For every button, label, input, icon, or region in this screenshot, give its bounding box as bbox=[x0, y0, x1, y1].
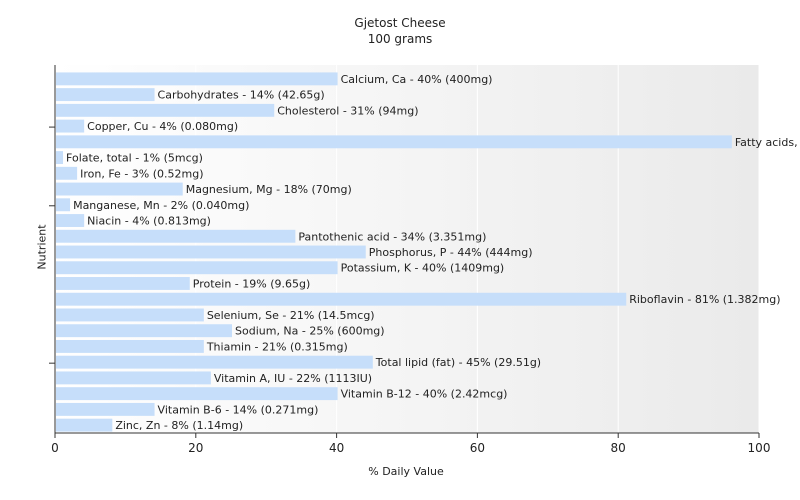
x-tick-label: 0 bbox=[51, 441, 59, 455]
bar-label: Calcium, Ca - 40% (400mg) bbox=[341, 73, 493, 86]
bar-label: Vitamin B-6 - 14% (0.271mg) bbox=[158, 403, 319, 416]
chart-subtitle: 100 grams bbox=[367, 32, 433, 46]
y-axis-title: Nutrient bbox=[35, 224, 49, 270]
bar bbox=[56, 214, 85, 227]
x-tick-label: 20 bbox=[188, 441, 203, 455]
bar bbox=[56, 371, 211, 385]
bar-label: Potassium, K - 40% (1409mg) bbox=[341, 262, 505, 275]
chart-title: Gjetost Cheese bbox=[354, 16, 446, 30]
bar bbox=[56, 245, 366, 259]
x-tick-label: 40 bbox=[329, 441, 344, 455]
bar bbox=[56, 135, 732, 149]
x-tick-label: 100 bbox=[748, 441, 771, 455]
bar-label: Cholesterol - 31% (94mg) bbox=[277, 104, 418, 117]
bar bbox=[56, 119, 85, 133]
bar-label: Total lipid (fat) - 45% (29.51g) bbox=[375, 356, 541, 369]
bar-label: Riboflavin - 81% (1.382mg) bbox=[629, 293, 780, 306]
bar-label: Zinc, Zn - 8% (1.14mg) bbox=[115, 419, 243, 432]
bar bbox=[56, 277, 190, 290]
bar-label: Pantothenic acid - 34% (3.351mg) bbox=[298, 230, 486, 243]
bar-label: Fatty acids, total saturated - 96% (19.1… bbox=[735, 136, 800, 149]
bar bbox=[56, 182, 183, 196]
bar bbox=[56, 166, 78, 180]
x-tick-label: 60 bbox=[470, 441, 485, 455]
bar bbox=[56, 72, 338, 86]
bar bbox=[56, 387, 338, 401]
bar-label: Protein - 19% (9.65g) bbox=[193, 277, 311, 290]
bar bbox=[56, 418, 113, 432]
bar bbox=[56, 88, 155, 102]
bar-label: Manganese, Mn - 2% (0.040mg) bbox=[73, 199, 249, 212]
bar bbox=[56, 324, 232, 338]
bar-label: Copper, Cu - 4% (0.080mg) bbox=[87, 120, 238, 133]
bar bbox=[56, 229, 296, 243]
bar bbox=[56, 198, 71, 212]
bar bbox=[56, 261, 338, 275]
bar-label: Carbohydrates - 14% (42.65g) bbox=[158, 89, 325, 102]
bar-label: Folate, total - 1% (5mcg) bbox=[66, 152, 203, 165]
bar bbox=[56, 402, 155, 416]
x-tick-label: 80 bbox=[611, 441, 626, 455]
bar bbox=[56, 355, 373, 369]
bar-label: Magnesium, Mg - 18% (70mg) bbox=[186, 183, 352, 196]
bar bbox=[56, 339, 204, 353]
x-axis-title: % Daily Value bbox=[368, 465, 444, 478]
bar-label: Phosphorus, P - 44% (444mg) bbox=[369, 246, 533, 259]
bar bbox=[56, 151, 64, 165]
bar-label: Niacin - 4% (0.813mg) bbox=[87, 215, 211, 228]
bar bbox=[56, 292, 627, 306]
bar-label: Vitamin B-12 - 40% (2.42mcg) bbox=[341, 388, 508, 401]
bar-label: Vitamin A, IU - 22% (1113IU) bbox=[214, 372, 372, 385]
bar-label: Iron, Fe - 3% (0.52mg) bbox=[80, 167, 203, 180]
bar bbox=[56, 103, 275, 117]
bar bbox=[56, 308, 204, 322]
bar-label: Sodium, Na - 25% (600mg) bbox=[235, 325, 385, 338]
bar-label: Thiamin - 21% (0.315mg) bbox=[206, 340, 348, 353]
bar-label: Selenium, Se - 21% (14.5mcg) bbox=[207, 309, 375, 322]
